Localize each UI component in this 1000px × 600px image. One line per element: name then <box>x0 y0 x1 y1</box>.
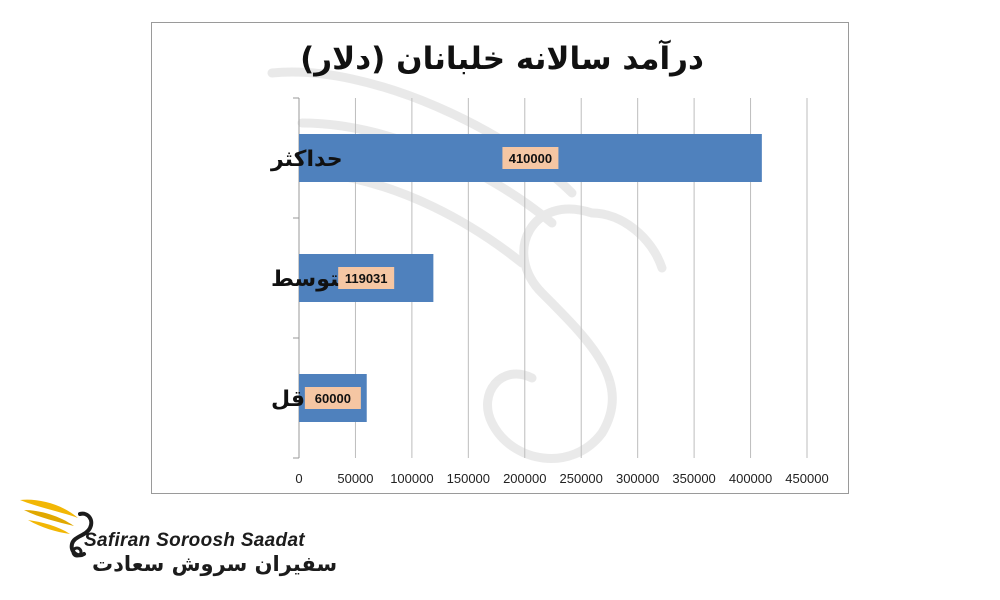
brand-name-latin: Safiran Soroosh Saadat <box>84 530 305 551</box>
y-axis-ticks <box>293 97 299 459</box>
x-tick-label: 250000 <box>560 471 603 486</box>
x-tick-label: 300000 <box>616 471 659 486</box>
chart-title: درآمد سالانه خلبانان (دلار) <box>300 39 704 77</box>
data-label-box <box>338 267 395 289</box>
category-label: حداکثر <box>270 147 343 172</box>
x-tick-label: 150000 <box>447 471 490 486</box>
x-tick-label: 50000 <box>337 471 373 486</box>
x-tick-label: 0 <box>295 471 302 486</box>
data-labels: 410000 119031 60000 <box>304 147 559 409</box>
x-axis-tick-labels: 0 50000 100000 150000 200000 250000 300000 3500… <box>295 471 828 486</box>
x-tick-label: 400000 <box>729 471 772 486</box>
chart-frame: درآمد سالانه خلبانان (دلار) حداکثر حد متو… <box>151 22 849 494</box>
brand-name-farsi: سفیران سروش سعادت <box>92 552 338 576</box>
data-label: 60000 <box>315 391 351 406</box>
data-label-box <box>304 387 361 409</box>
x-tick-label: 350000 <box>672 471 715 486</box>
data-label: 410000 <box>509 151 552 166</box>
data-label-box <box>502 147 559 169</box>
x-tick-label: 100000 <box>390 471 433 486</box>
x-tick-label: 200000 <box>503 471 546 486</box>
golden-wing-swan-icon <box>20 499 94 558</box>
x-tick-label: 450000 <box>785 471 828 486</box>
data-label: 119031 <box>345 271 388 286</box>
